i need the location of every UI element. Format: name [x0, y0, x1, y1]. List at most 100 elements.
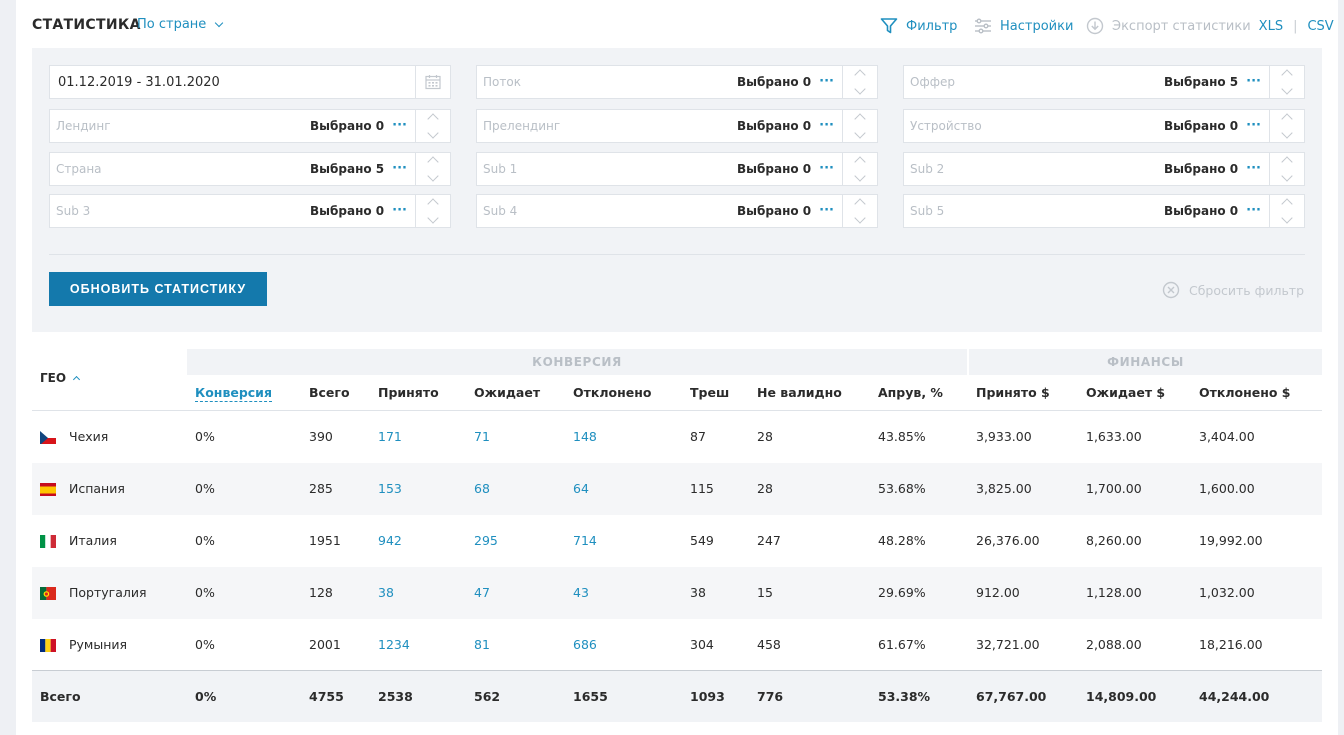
filter-spinner[interactable] [415, 152, 450, 186]
more-icon[interactable]: ··· [392, 161, 407, 176]
chevron-down-icon [1281, 170, 1293, 182]
sub4-filter[interactable]: Sub 4 Выбрано 0 ··· [476, 194, 878, 228]
row-cell: 549 [690, 533, 714, 548]
row-count-link[interactable]: 171 [378, 429, 402, 444]
landing-filter[interactable]: Лендинг Выбрано 0 ··· [49, 109, 451, 143]
col-accepted: Принято [378, 385, 439, 400]
filter-spinner[interactable] [842, 65, 877, 99]
row-count-link[interactable]: 295 [474, 533, 498, 548]
calendar-button[interactable] [415, 65, 450, 99]
more-icon[interactable]: ··· [819, 161, 834, 176]
country-name: Чехия [69, 429, 109, 444]
filter-toggle[interactable]: Фильтр [880, 17, 957, 35]
row-cell: 53.68% [878, 481, 926, 496]
row-count-link[interactable]: 153 [378, 481, 402, 496]
more-icon[interactable]: ··· [1246, 203, 1261, 218]
row-cell: 29.69% [878, 585, 926, 600]
header-divider [32, 410, 1322, 411]
filter-spinner[interactable] [415, 109, 450, 143]
filter-selected-count: Выбрано 0 [310, 119, 385, 133]
filter-placeholder: Sub 3 [56, 204, 91, 218]
offer-filter[interactable]: Оффер Выбрано 5 ··· [903, 65, 1305, 99]
sub2-filter[interactable]: Sub 2 Выбрано 0 ··· [903, 152, 1305, 186]
col-conversion[interactable]: Конверсия [195, 385, 272, 402]
filter-selected-count: Выбрано 0 [1164, 162, 1239, 176]
total-cell: 53.38% [878, 689, 931, 704]
more-icon[interactable]: ··· [1246, 161, 1261, 176]
more-icon[interactable]: ··· [1246, 118, 1261, 133]
row-count-link[interactable]: 714 [573, 533, 597, 548]
row-cell: 0% [195, 481, 215, 496]
row-count-link[interactable]: 43 [573, 585, 589, 600]
funnel-icon [880, 18, 898, 34]
prelanding-filter[interactable]: Прелендинг Выбрано 0 ··· [476, 109, 878, 143]
stream-filter[interactable]: Поток Выбрано 0 ··· [476, 65, 878, 99]
filter-selected-count: Выбрано 0 [310, 204, 385, 218]
chevron-up-icon [854, 113, 866, 125]
group-by-dropdown[interactable]: По стране [137, 17, 224, 32]
filter-selected-count: Выбрано 0 [737, 162, 812, 176]
row-count-link[interactable]: 148 [573, 429, 597, 444]
filter-spinner[interactable] [1269, 152, 1304, 186]
date-range-picker[interactable]: 01.12.2019 - 31.01.2020 [49, 65, 451, 99]
export-csv-link[interactable]: CSV [1307, 18, 1334, 34]
sub5-filter[interactable]: Sub 5 Выбрано 0 ··· [903, 194, 1305, 228]
row-count-link[interactable]: 81 [474, 637, 490, 652]
row-cell: 87 [690, 429, 706, 444]
chevron-down-icon [854, 212, 866, 224]
flag-ro-icon [40, 638, 56, 652]
filter-spinner[interactable] [1269, 109, 1304, 143]
chevron-up-icon [427, 113, 439, 125]
reset-filter-button[interactable]: Сбросить фильтр [1162, 281, 1304, 299]
sub3-filter[interactable]: Sub 3 Выбрано 0 ··· [49, 194, 451, 228]
more-icon[interactable]: ··· [392, 203, 407, 218]
filter-spinner[interactable] [842, 152, 877, 186]
row-count-link[interactable]: 38 [378, 585, 394, 600]
row-count-link[interactable]: 71 [474, 429, 490, 444]
chevron-down-icon [1281, 127, 1293, 139]
chevron-up-icon [854, 198, 866, 210]
row-count-link[interactable]: 68 [474, 481, 490, 496]
row-count-link[interactable]: 686 [573, 637, 597, 652]
row-count-link[interactable]: 942 [378, 533, 402, 548]
filter-spinner[interactable] [842, 109, 877, 143]
more-icon[interactable]: ··· [819, 203, 834, 218]
sub1-filter[interactable]: Sub 1 Выбрано 0 ··· [476, 152, 878, 186]
total-cell: 1093 [690, 689, 725, 704]
export-xls-link[interactable]: XLS [1258, 18, 1284, 34]
date-range-value: 01.12.2019 - 31.01.2020 [58, 74, 220, 90]
total-cell: 562 [474, 689, 501, 704]
filter-spinner[interactable] [1269, 65, 1304, 99]
col-rejected: Отклонено [573, 385, 652, 400]
row-cell: 458 [757, 637, 781, 652]
filter-spinner[interactable] [842, 194, 877, 228]
more-icon[interactable]: ··· [1246, 74, 1261, 89]
row-cell: 304 [690, 637, 714, 652]
row-count-link[interactable]: 1234 [378, 637, 410, 652]
row-count-link[interactable]: 47 [474, 585, 490, 600]
chevron-down-icon [215, 18, 224, 27]
more-icon[interactable]: ··· [819, 74, 834, 89]
export-group: Экспорт статистики XLS | CSV [1086, 17, 1334, 35]
filter-spinner[interactable] [415, 194, 450, 228]
chevron-up-icon [1281, 113, 1293, 125]
country-filter[interactable]: Страна Выбрано 5 ··· [49, 152, 451, 186]
row-count-link[interactable]: 64 [573, 481, 589, 496]
row-cell: 18,216.00 [1199, 637, 1263, 652]
country-name: Италия [69, 533, 117, 548]
geo-column-header[interactable]: ГЕО [40, 371, 81, 385]
settings-button[interactable]: Настройки [974, 17, 1073, 35]
filter-spinner[interactable] [1269, 194, 1304, 228]
more-icon[interactable]: ··· [392, 118, 407, 133]
more-icon[interactable]: ··· [819, 118, 834, 133]
filter-placeholder: Sub 5 [910, 204, 945, 218]
row-cell: 390 [309, 429, 333, 444]
row-cell: 43.85% [878, 429, 926, 444]
row-cell: 48.28% [878, 533, 926, 548]
update-statistics-button[interactable]: ОБНОВИТЬ СТАТИСТИКУ [49, 272, 267, 306]
table-row: Италия 0% 1951 942 295 714 549 247 48.28% 26,376.… [32, 515, 1322, 567]
device-filter[interactable]: Устройство Выбрано 0 ··· [903, 109, 1305, 143]
filter-selected-count: Выбрано 0 [1164, 119, 1239, 133]
group-by-label: По стране [137, 17, 207, 32]
row-cell: 8,260.00 [1086, 533, 1142, 548]
